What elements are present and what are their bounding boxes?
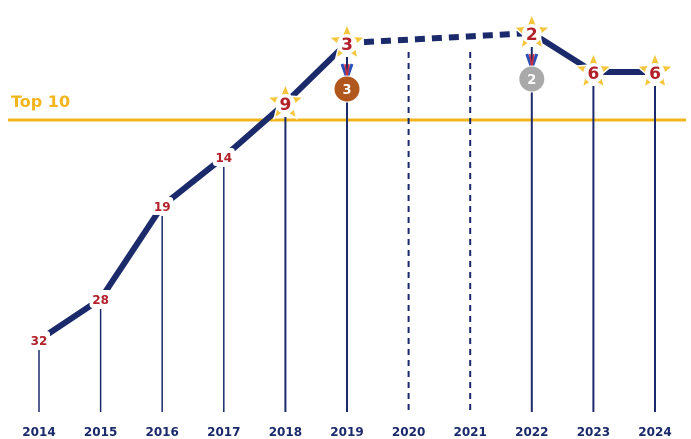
x-tick-2023: 2023 [577,425,610,439]
x-tick-2019: 2019 [330,425,363,439]
x-tick-2020: 2020 [392,425,425,439]
marker-center-2023 [583,63,604,83]
line-segment-2016-2017 [159,154,227,209]
medal-label-2022: 2 [527,73,536,88]
marker-bg-2014 [28,331,50,349]
rank-label-2017: 14 [215,151,232,165]
x-tick-2021: 2021 [453,425,486,439]
rank-label-2014: 32 [31,334,48,348]
rank-label-2023: 6 [587,64,599,84]
x-tick-2018: 2018 [269,425,302,439]
line-gap-segment [346,30,532,46]
x-tick-2024: 2024 [638,425,671,439]
x-tick-2022: 2022 [515,425,548,439]
x-tick-2015: 2015 [84,425,117,439]
marker-bg-2015 [89,290,112,308]
reference-line-label: Top 10 [11,92,70,111]
rank-label-2018: 9 [279,95,291,115]
rank-label-2016: 19 [154,200,171,214]
marker-center-2018 [275,94,296,114]
rank-label-2024: 6 [649,64,661,84]
marker-center-2022 [521,24,542,44]
medal-label-2019: 3 [342,83,351,98]
marker-bg-2016 [151,197,174,215]
x-tick-2017: 2017 [207,425,240,439]
rank-label-2019: 3 [341,35,353,55]
x-tick-2016: 2016 [145,425,178,439]
marker-center-2024 [645,63,665,83]
x-tick-2014: 2014 [22,425,55,439]
marker-center-2019 [337,34,357,54]
marker-bg-2017 [212,148,235,166]
rank-label-2015: 28 [92,293,109,307]
rank-label-2022: 2 [526,25,538,45]
medal-2019 [333,75,361,103]
line-segment-2015-2016 [97,203,166,302]
medal-2022 [518,65,546,93]
